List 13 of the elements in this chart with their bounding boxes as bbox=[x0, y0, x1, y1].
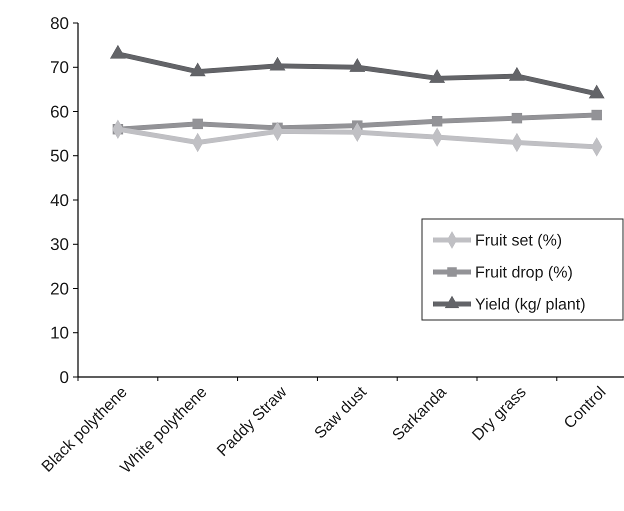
y-tick-label: 10 bbox=[50, 324, 69, 343]
y-tick-label: 40 bbox=[50, 190, 69, 210]
legend-label: Yield (kg/ plant) bbox=[475, 296, 586, 314]
y-tick-label: 60 bbox=[50, 102, 69, 122]
legend-label: Fruit drop (%) bbox=[475, 264, 573, 282]
legend-label: Fruit set (%) bbox=[475, 232, 562, 250]
y-tick-label: 30 bbox=[50, 235, 69, 254]
x-tick-label: Saw dust bbox=[312, 383, 371, 442]
y-tick-label: 0 bbox=[60, 368, 69, 387]
y-tick-label: 70 bbox=[50, 58, 69, 78]
y-tick-label: 20 bbox=[50, 279, 69, 298]
y-tick-label: 50 bbox=[50, 146, 69, 166]
y-tick-label: 80 bbox=[50, 14, 69, 33]
